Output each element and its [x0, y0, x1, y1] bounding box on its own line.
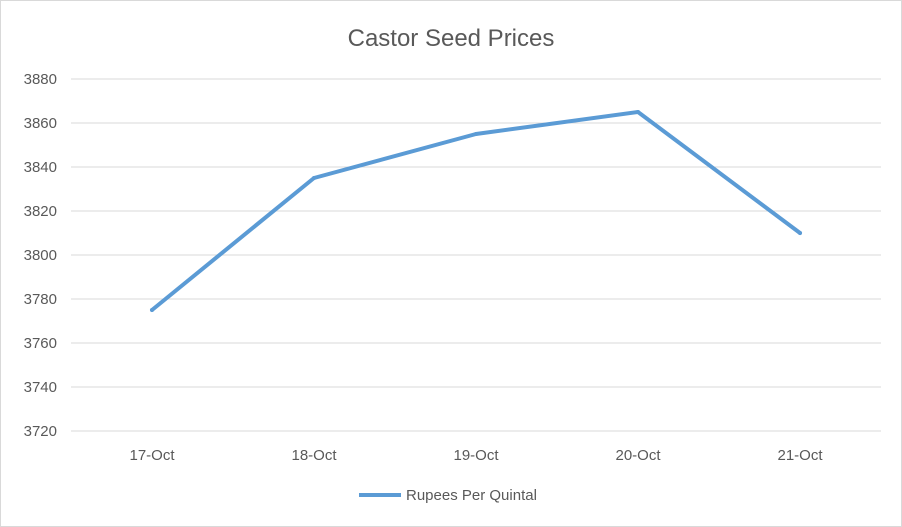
data-point: [474, 132, 478, 136]
y-tick-label: 3860: [24, 115, 57, 132]
data-point: [798, 231, 802, 235]
y-tick-label: 3800: [24, 247, 57, 264]
x-axis-ticks: 17-Oct 18-Oct 19-Oct 20-Oct 21-Oct: [129, 447, 823, 464]
y-tick-label: 3780: [24, 291, 57, 308]
gridlines: [71, 78, 881, 432]
x-tick-label: 20-Oct: [615, 447, 661, 464]
y-tick-label: 3740: [24, 379, 57, 396]
y-axis-ticks: 3720 3740 3760 3780 3800 3820 3840 3860 3880: [24, 71, 57, 440]
data-point: [312, 176, 316, 180]
y-tick-label: 3720: [24, 423, 57, 440]
y-tick-label: 3820: [24, 203, 57, 220]
data-point: [150, 308, 154, 312]
legend: Rupees Per Quintal: [359, 487, 537, 504]
data-point: [636, 110, 640, 114]
legend-label: Rupees Per Quintal: [406, 487, 537, 504]
y-tick-label: 3760: [24, 335, 57, 352]
x-tick-label: 19-Oct: [453, 447, 499, 464]
x-tick-label: 17-Oct: [129, 447, 175, 464]
x-tick-label: 21-Oct: [777, 447, 823, 464]
chart-title: Castor Seed Prices: [348, 25, 555, 52]
y-tick-label: 3880: [24, 71, 57, 88]
series-layer: [150, 110, 802, 312]
y-tick-label: 3840: [24, 159, 57, 176]
x-tick-label: 18-Oct: [291, 447, 337, 464]
